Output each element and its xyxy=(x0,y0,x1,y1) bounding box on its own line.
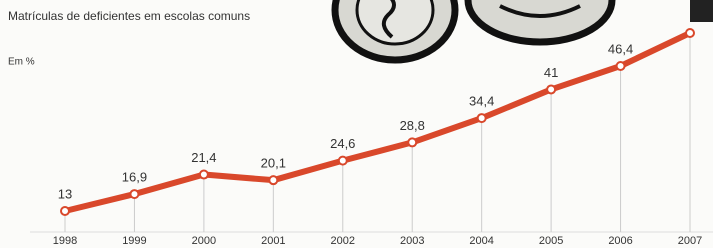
x-tick-label: 2006 xyxy=(608,235,632,247)
value-label: 28,8 xyxy=(400,118,425,133)
point xyxy=(339,157,347,165)
x-tick-label: 2005 xyxy=(539,235,563,247)
value-label: 21,4 xyxy=(191,150,216,165)
value-label: 34,4 xyxy=(469,94,494,109)
x-tick-label: 2002 xyxy=(331,235,355,247)
point xyxy=(547,85,555,93)
point xyxy=(61,207,69,215)
chart: Matrículas de deficientes em escolas com… xyxy=(0,0,713,248)
value-label: 46,4 xyxy=(608,41,633,56)
x-tick-label: 2003 xyxy=(400,235,424,247)
x-tick-label: 2004 xyxy=(469,235,493,247)
figure-edge xyxy=(690,0,713,22)
x-tick-label: 1998 xyxy=(53,235,77,247)
point xyxy=(269,176,277,184)
point xyxy=(478,114,486,122)
point xyxy=(617,62,625,70)
point xyxy=(686,29,694,37)
x-tick-label: 2001 xyxy=(261,235,285,247)
value-label: 16,9 xyxy=(122,170,147,185)
page: Matrículas de deficientes em escolas com… xyxy=(0,0,713,248)
chart-title: Matrículas de deficientes em escolas com… xyxy=(8,9,250,23)
x-tick-label: 2007 xyxy=(678,235,702,247)
value-label: 20,1 xyxy=(261,156,286,171)
value-label: 41 xyxy=(544,65,558,80)
point xyxy=(130,190,138,198)
value-label: 24,6 xyxy=(330,136,355,151)
x-tick-label: 1999 xyxy=(122,235,146,247)
point xyxy=(408,138,416,146)
point xyxy=(200,171,208,179)
x-tick-label: 2000 xyxy=(192,235,216,247)
chart-subtitle: Em % xyxy=(8,57,35,68)
value-label: 13 xyxy=(58,186,72,201)
